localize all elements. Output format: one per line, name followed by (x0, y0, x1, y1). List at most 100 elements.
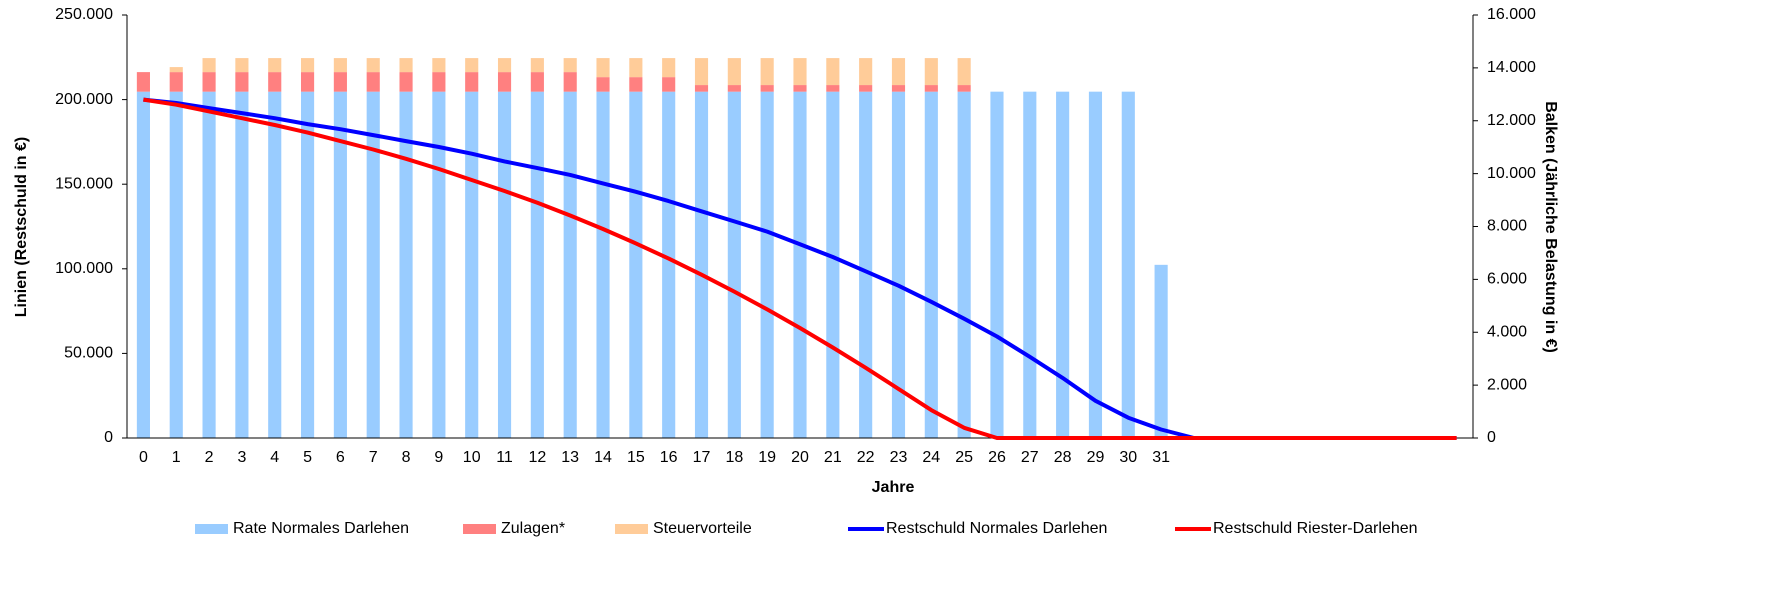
y2-tick-label: 6.000 (1487, 271, 1527, 288)
bar (235, 58, 249, 73)
bar (465, 72, 479, 92)
bar (399, 72, 413, 92)
bar (924, 58, 938, 86)
bar (1154, 264, 1168, 438)
bar (202, 91, 216, 438)
x-tick-label: 31 (1152, 449, 1170, 466)
x-tick-label: 10 (463, 449, 481, 466)
bar (497, 91, 512, 438)
bar (957, 91, 971, 438)
bar (1023, 91, 1037, 438)
y2-tick-label: 14.000 (1487, 59, 1536, 76)
bar (432, 91, 446, 438)
y-tick-label: 50.000 (64, 345, 113, 362)
bar (268, 72, 282, 92)
bar (333, 91, 347, 438)
x-tick-label: 24 (922, 449, 940, 466)
x-axis-title: Jahre (872, 479, 915, 496)
bar (563, 91, 577, 438)
x-tick-label: 3 (237, 449, 246, 466)
y-tick-label: 150.000 (55, 175, 113, 192)
x-tick-label: 1 (172, 449, 181, 466)
x-tick-label: 25 (955, 449, 973, 466)
x-tick-label: 12 (528, 449, 546, 466)
x-tick-label: 26 (988, 449, 1006, 466)
bar (399, 91, 413, 438)
y-axis-title: Linien (Restschuld in €) (13, 137, 30, 317)
bar (399, 58, 413, 73)
bar (694, 85, 709, 92)
bar (432, 72, 446, 92)
bar (629, 58, 643, 78)
bar (136, 91, 150, 438)
bar (760, 91, 774, 438)
bar (826, 85, 840, 92)
bar (760, 85, 774, 92)
x-tick-label: 28 (1054, 449, 1072, 466)
bar (957, 85, 971, 92)
bar (793, 58, 807, 86)
y2-tick-label: 2.000 (1487, 376, 1527, 393)
legend-swatch (463, 524, 496, 534)
bar (366, 58, 380, 73)
bar (760, 58, 774, 86)
bar (300, 91, 315, 438)
bar (694, 91, 709, 438)
y-tick-label: 0 (104, 429, 113, 446)
y-tick-label: 200.000 (55, 91, 113, 108)
bar (202, 58, 216, 73)
bar (727, 85, 741, 92)
bar (1121, 91, 1135, 438)
y-tick-label: 100.000 (55, 260, 113, 277)
y2-axis-title: Balken (Jährliche Belastung in €) (1542, 101, 1559, 353)
bar (530, 58, 544, 73)
bar (662, 58, 676, 78)
x-tick-label: 7 (369, 449, 378, 466)
x-tick-label: 9 (434, 449, 443, 466)
x-tick-label: 29 (1087, 449, 1105, 466)
bar (235, 72, 249, 92)
x-tick-label: 19 (758, 449, 776, 466)
bar (596, 77, 610, 92)
bar (530, 91, 544, 438)
bar (957, 58, 971, 86)
bar (826, 58, 840, 86)
bar (366, 91, 380, 438)
legend-label: Steuervorteile (653, 520, 752, 537)
x-tick-label: 27 (1021, 449, 1039, 466)
x-tick-label: 4 (270, 449, 279, 466)
bar (530, 72, 544, 92)
legend-label: Restschuld Normales Darlehen (886, 520, 1107, 537)
y2-tick-label: 8.000 (1487, 218, 1527, 235)
x-tick-label: 14 (594, 449, 612, 466)
x-tick-label: 0 (139, 449, 148, 466)
bar (727, 58, 741, 86)
x-tick-label: 18 (725, 449, 743, 466)
x-tick-label: 20 (791, 449, 809, 466)
bar (629, 91, 643, 438)
x-tick-label: 11 (496, 449, 513, 466)
x-tick-label: 13 (561, 449, 579, 466)
bar (793, 91, 807, 438)
x-tick-label: 8 (402, 449, 411, 466)
legend-swatch (615, 524, 648, 534)
legend-label: Rate Normales Darlehen (233, 520, 409, 537)
bar (136, 72, 150, 92)
bar (169, 67, 183, 73)
bar (859, 85, 873, 92)
x-tick-label: 5 (303, 449, 312, 466)
bar (694, 58, 709, 86)
bar (465, 58, 479, 73)
y-tick-label: 250.000 (55, 6, 113, 23)
y2-tick-label: 12.000 (1487, 112, 1536, 129)
x-tick-label: 22 (857, 449, 875, 466)
bar (859, 91, 873, 438)
bar (826, 91, 840, 438)
x-tick-label: 2 (205, 449, 214, 466)
x-tick-label: 23 (890, 449, 908, 466)
legend-label: Restschuld Riester-Darlehen (1213, 520, 1418, 537)
bar (924, 91, 938, 438)
bar (497, 72, 512, 92)
x-tick-label: 21 (824, 449, 842, 466)
bar (563, 58, 577, 73)
